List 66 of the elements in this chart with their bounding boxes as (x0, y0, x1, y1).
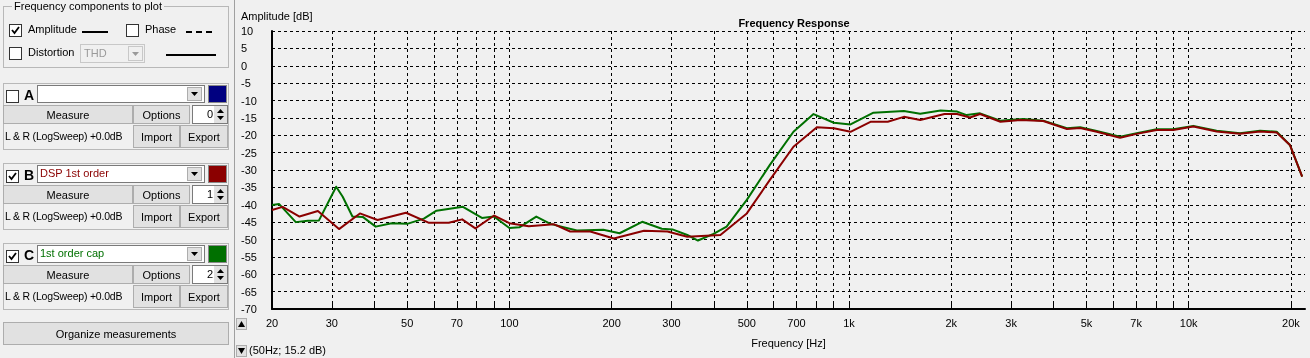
x-tick-label: 5k (1080, 316, 1093, 329)
x-tick-label: 7k (1130, 316, 1143, 329)
text: Export (180, 125, 228, 148)
text: Options (133, 265, 190, 284)
text: 1st order cap (40, 247, 105, 259)
chart-title: Frequency Response (738, 16, 850, 29)
y-tick-label: -50 (241, 233, 257, 246)
y-tick-label: -40 (241, 198, 257, 211)
y-tick-label: -25 (241, 146, 257, 159)
y-tick-label: 0 (241, 59, 248, 72)
y-tick-label: -45 (241, 216, 257, 229)
y-tick-label: -10 (241, 94, 257, 107)
y-tick-label: 5 (241, 42, 248, 55)
text: Frequency components to plot (12, 0, 164, 12)
text: B (24, 167, 35, 183)
text: L & R (LogSweep) +0.0dB (5, 290, 123, 302)
text: C (24, 247, 35, 263)
x-tick-label: 30 (325, 316, 338, 329)
x-tick-label: 700 (787, 316, 806, 329)
text: Organize measurements (3, 322, 229, 345)
y-tick-label: -55 (241, 250, 257, 263)
y-tick-label: 10 (241, 25, 254, 37)
x-tick-label: 100 (500, 316, 519, 329)
text: (50Hz; 15.2 dB) (249, 344, 327, 356)
text: Import (133, 205, 180, 228)
text: Options (133, 105, 190, 124)
x-tick-label: 200 (602, 316, 621, 329)
text: Amplitude (28, 23, 77, 35)
x-tick-label: 20 (265, 316, 279, 329)
y-axis-title: Amplitude [dB] (241, 9, 313, 22)
text: DSP 1st order (40, 167, 109, 179)
text: L & R (LogSweep) +0.0dB (5, 130, 123, 142)
y-tick-label: -15 (241, 111, 257, 124)
x-tick-label: 1k (843, 316, 856, 329)
text: Import (133, 285, 180, 308)
text: 1 (207, 188, 214, 200)
text: 0 (207, 108, 214, 120)
text: Distortion (28, 46, 75, 58)
text: Phase (145, 23, 177, 35)
text: 2 (207, 268, 214, 280)
text: A (24, 87, 35, 103)
text: Export (180, 205, 228, 228)
y-tick-label: -5 (241, 77, 251, 90)
y-tick-label: -70 (241, 303, 257, 315)
y-tick-label: -65 (241, 285, 257, 298)
text: Options (133, 185, 190, 204)
text: Measure (3, 265, 133, 284)
x-tick-label: 50 (401, 316, 414, 329)
text: Measure (3, 185, 133, 204)
text: Export (180, 285, 228, 308)
y-tick-label: -60 (241, 268, 257, 281)
x-tick-label: 300 (662, 316, 681, 329)
x-tick-label: 70 (450, 316, 463, 329)
x-tick-label: 10k (1179, 316, 1199, 329)
x-tick-label: 2k (945, 316, 958, 329)
y-tick-label: -20 (241, 129, 257, 142)
y-tick-label: -35 (241, 181, 257, 194)
x-axis-title: Frequency [Hz] (751, 336, 826, 349)
text: Import (133, 125, 180, 148)
text: L & R (LogSweep) +0.0dB (5, 210, 123, 222)
x-tick-label: 500 (737, 316, 756, 329)
text: THD (84, 47, 107, 59)
x-tick-label: 20k (1282, 316, 1301, 329)
text: Measure (3, 105, 133, 124)
y-tick-label: -30 (241, 164, 257, 176)
x-tick-label: 3k (1005, 316, 1018, 329)
